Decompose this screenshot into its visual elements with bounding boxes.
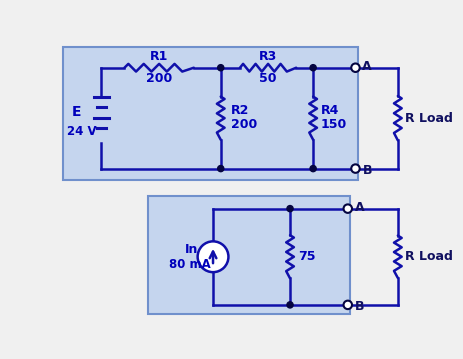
- Text: In: In: [185, 243, 198, 256]
- Text: R3: R3: [259, 51, 277, 64]
- Circle shape: [198, 241, 228, 272]
- Text: 24 V: 24 V: [67, 125, 96, 138]
- Circle shape: [218, 165, 224, 172]
- Circle shape: [344, 204, 352, 213]
- Text: R4: R4: [321, 104, 339, 117]
- Text: R2: R2: [231, 104, 249, 117]
- FancyBboxPatch shape: [63, 47, 358, 180]
- Circle shape: [310, 165, 316, 172]
- Text: 80 mA: 80 mA: [169, 258, 211, 271]
- Circle shape: [310, 65, 316, 71]
- Circle shape: [287, 302, 293, 308]
- Circle shape: [218, 65, 224, 71]
- Text: 200: 200: [231, 118, 257, 131]
- Text: E: E: [72, 106, 81, 120]
- Circle shape: [351, 64, 360, 72]
- Circle shape: [287, 206, 293, 212]
- Text: 50: 50: [259, 72, 277, 85]
- Text: 150: 150: [321, 118, 347, 131]
- Text: 75: 75: [298, 250, 315, 263]
- Circle shape: [351, 164, 360, 173]
- FancyBboxPatch shape: [148, 196, 350, 314]
- Text: R1: R1: [150, 51, 169, 64]
- Text: A: A: [355, 201, 364, 214]
- Text: R Load: R Load: [405, 250, 453, 263]
- Text: 200: 200: [146, 72, 172, 85]
- Text: B: B: [363, 164, 372, 177]
- Circle shape: [344, 300, 352, 309]
- Text: B: B: [355, 300, 364, 313]
- Text: R Load: R Load: [405, 112, 453, 125]
- Text: A: A: [363, 60, 372, 73]
